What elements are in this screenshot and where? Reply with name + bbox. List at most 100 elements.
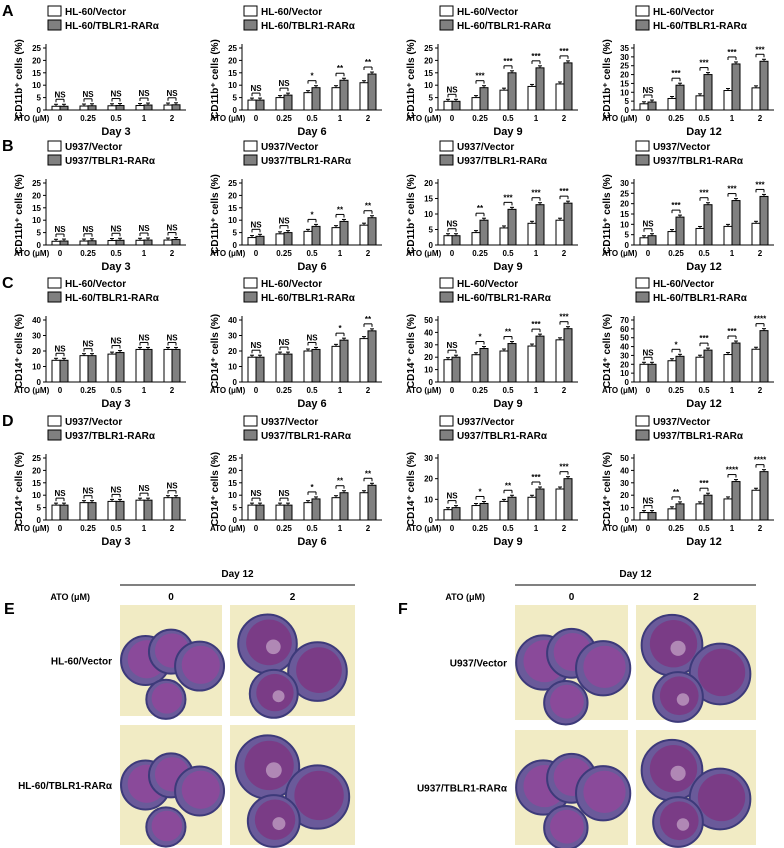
- chart-D-2: CD14⁺ cells (%) 0510152025U937/VectorU937…: [210, 415, 382, 548]
- bar-vector: [695, 503, 705, 521]
- bar-vector: [471, 505, 481, 521]
- bar-vector: [443, 359, 453, 383]
- bar-vector: [331, 87, 341, 111]
- dose-label: 2: [290, 592, 296, 603]
- sig-label: NS: [166, 333, 178, 342]
- y-tick-label: 25: [620, 189, 629, 198]
- cell-vacuole: [670, 765, 686, 781]
- x-tick-label: 0.5: [306, 114, 318, 123]
- x-axis-title: ATO (μM): [602, 249, 638, 258]
- chart-D-3: CD14⁺ cells (%) 0102030U937/VectorU937/TB…: [406, 415, 578, 548]
- bar-fusion: [535, 488, 545, 521]
- row-label: U937/Vector: [450, 659, 507, 670]
- sig-label: NS: [446, 85, 458, 94]
- bar-fusion: [115, 500, 125, 521]
- sig-label: ***: [475, 72, 485, 81]
- y-tick-label: 30: [424, 341, 433, 350]
- micrograph-image: [230, 725, 355, 848]
- x-tick-label: 1: [338, 524, 343, 533]
- x-tick-label: 0: [58, 386, 63, 395]
- bar-vector: [247, 356, 257, 383]
- legend-swatch: [47, 429, 62, 441]
- cell-nucleus: [181, 645, 220, 684]
- x-tick-label: 0.5: [698, 524, 710, 533]
- x-tick-label: 2: [758, 386, 763, 395]
- x-axis-title: ATO (μM): [210, 114, 246, 123]
- panel-day-label: Day 3: [101, 261, 130, 273]
- cell-nucleus: [296, 647, 342, 693]
- bar-fusion: [759, 330, 769, 383]
- y-tick-label: 0: [625, 241, 630, 250]
- bar-fusion: [143, 499, 153, 521]
- x-tick-label: 0.25: [80, 524, 96, 533]
- x-tick-label: 0: [646, 114, 651, 123]
- y-tick-label: 10: [32, 363, 41, 372]
- chart-A-3: CD11b⁺ cells (%) 0510152025HL-60/VectorHL…: [406, 5, 578, 138]
- y-tick-label: 60: [620, 325, 629, 334]
- y-tick-label: 30: [620, 479, 629, 488]
- legend-label: U937/TBLR1-RARα: [457, 431, 548, 442]
- bar-vector: [303, 230, 313, 246]
- y-tick-label: 40: [32, 316, 41, 325]
- y-tick-label: 20: [32, 466, 41, 475]
- legend-label: U937/Vector: [65, 142, 122, 153]
- y-tick-label: 15: [620, 79, 629, 88]
- y-tick-label: 10: [32, 491, 41, 500]
- bar-vector: [359, 82, 369, 111]
- micrograph-image: [636, 605, 756, 723]
- x-axis-title: ATO (μM): [602, 524, 638, 533]
- y-tick-label: 40: [620, 343, 629, 352]
- bar-vector: [751, 489, 761, 521]
- sig-label: ***: [671, 201, 681, 210]
- cell-nucleus: [151, 683, 183, 714]
- sig-label: NS: [54, 344, 66, 353]
- sig-label: NS: [250, 220, 262, 229]
- bar-vector: [275, 97, 285, 111]
- bar-fusion: [367, 73, 377, 111]
- micrograph-image: [515, 605, 632, 726]
- bar-fusion: [507, 72, 517, 111]
- x-axis-title: ATO (μM): [14, 524, 50, 533]
- bar-fusion: [283, 94, 293, 111]
- stained-cell: [640, 738, 704, 802]
- x-tick-label: 1: [338, 386, 343, 395]
- legend-swatch: [243, 154, 258, 166]
- y-tick-label: 15: [620, 210, 629, 219]
- legend-label: HL-60/TBLR1-RARα: [65, 293, 160, 304]
- bar-vector: [555, 219, 565, 246]
- sig-label: NS: [54, 225, 66, 234]
- sig-label: NS: [54, 489, 66, 498]
- bar-vector: [499, 500, 509, 521]
- sig-label: NS: [82, 487, 94, 496]
- panel-day-label: Day 12: [686, 536, 721, 548]
- sig-label: *: [478, 487, 482, 496]
- sig-label: NS: [166, 482, 178, 491]
- chart-B-3: CD11b⁺ cells (%) 05101520U937/VectorU937/…: [406, 140, 578, 273]
- bar-fusion: [535, 67, 545, 111]
- bar-fusion: [703, 204, 713, 246]
- y-tick-label: 5: [233, 504, 238, 513]
- y-tick-label: 5: [233, 94, 238, 103]
- x-tick-label: 0: [58, 249, 63, 258]
- sig-label: **: [477, 204, 484, 213]
- stained-cell: [284, 764, 351, 830]
- y-tick-label: 10: [424, 366, 433, 375]
- sig-label: ****: [754, 315, 767, 324]
- sig-label: ***: [699, 189, 709, 198]
- bar-fusion: [507, 208, 517, 246]
- bar-fusion: [759, 195, 769, 246]
- bar-fusion: [731, 481, 741, 521]
- sig-label: **: [337, 477, 344, 486]
- bar-fusion: [759, 471, 769, 521]
- panel-letter: F: [398, 601, 408, 618]
- legend-swatch: [439, 140, 454, 152]
- bar-vector: [79, 105, 89, 111]
- chart-A-2: CD11b⁺ cells (%) 0510152025HL-60/VectorHL…: [210, 5, 382, 138]
- bar-fusion: [479, 348, 489, 383]
- sig-label: NS: [110, 224, 122, 233]
- stained-cell: [652, 796, 704, 848]
- y-tick-label: 30: [228, 332, 237, 341]
- panel-day-label: Day 3: [101, 126, 130, 138]
- panel-day-label: Day 12: [686, 398, 721, 410]
